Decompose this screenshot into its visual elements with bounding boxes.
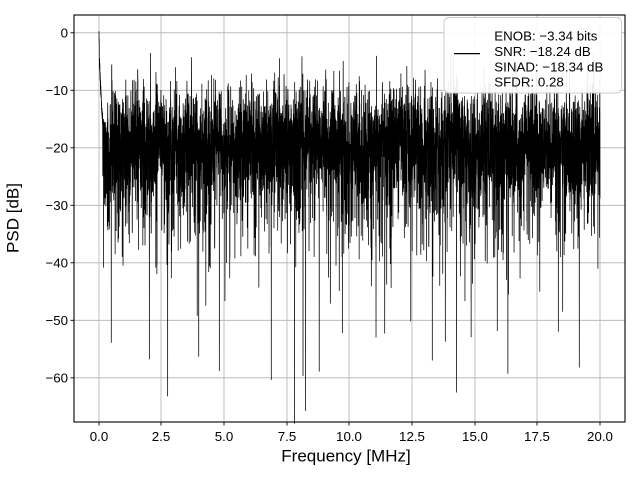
svg-text:−50: −50 bbox=[45, 313, 68, 328]
svg-text:−60: −60 bbox=[45, 370, 68, 385]
svg-text:−30: −30 bbox=[45, 198, 68, 213]
svg-text:−10: −10 bbox=[45, 83, 68, 98]
svg-text:SFDR: 0.28: SFDR: 0.28 bbox=[494, 75, 563, 90]
svg-text:−40: −40 bbox=[45, 255, 68, 270]
svg-text:2.5: 2.5 bbox=[152, 429, 171, 444]
svg-text:12.5: 12.5 bbox=[399, 429, 425, 444]
svg-text:0: 0 bbox=[61, 25, 68, 40]
svg-text:SINAD: −18.34 dB: SINAD: −18.34 dB bbox=[494, 59, 603, 74]
svg-text:0.0: 0.0 bbox=[90, 429, 109, 444]
svg-text:ENOB: −3.34 bits: ENOB: −3.34 bits bbox=[494, 29, 597, 44]
svg-text:10.0: 10.0 bbox=[336, 429, 362, 444]
svg-text:17.5: 17.5 bbox=[524, 429, 550, 444]
svg-text:PSD [dB]: PSD [dB] bbox=[4, 183, 23, 253]
svg-text:SNR: −18.24 dB: SNR: −18.24 dB bbox=[494, 44, 591, 59]
svg-text:−20: −20 bbox=[45, 140, 68, 155]
svg-text:20.0: 20.0 bbox=[587, 429, 613, 444]
svg-text:15.0: 15.0 bbox=[462, 429, 488, 444]
svg-text:5.0: 5.0 bbox=[215, 429, 234, 444]
svg-text:7.5: 7.5 bbox=[278, 429, 297, 444]
svg-text:Frequency [MHz]: Frequency [MHz] bbox=[281, 447, 410, 466]
